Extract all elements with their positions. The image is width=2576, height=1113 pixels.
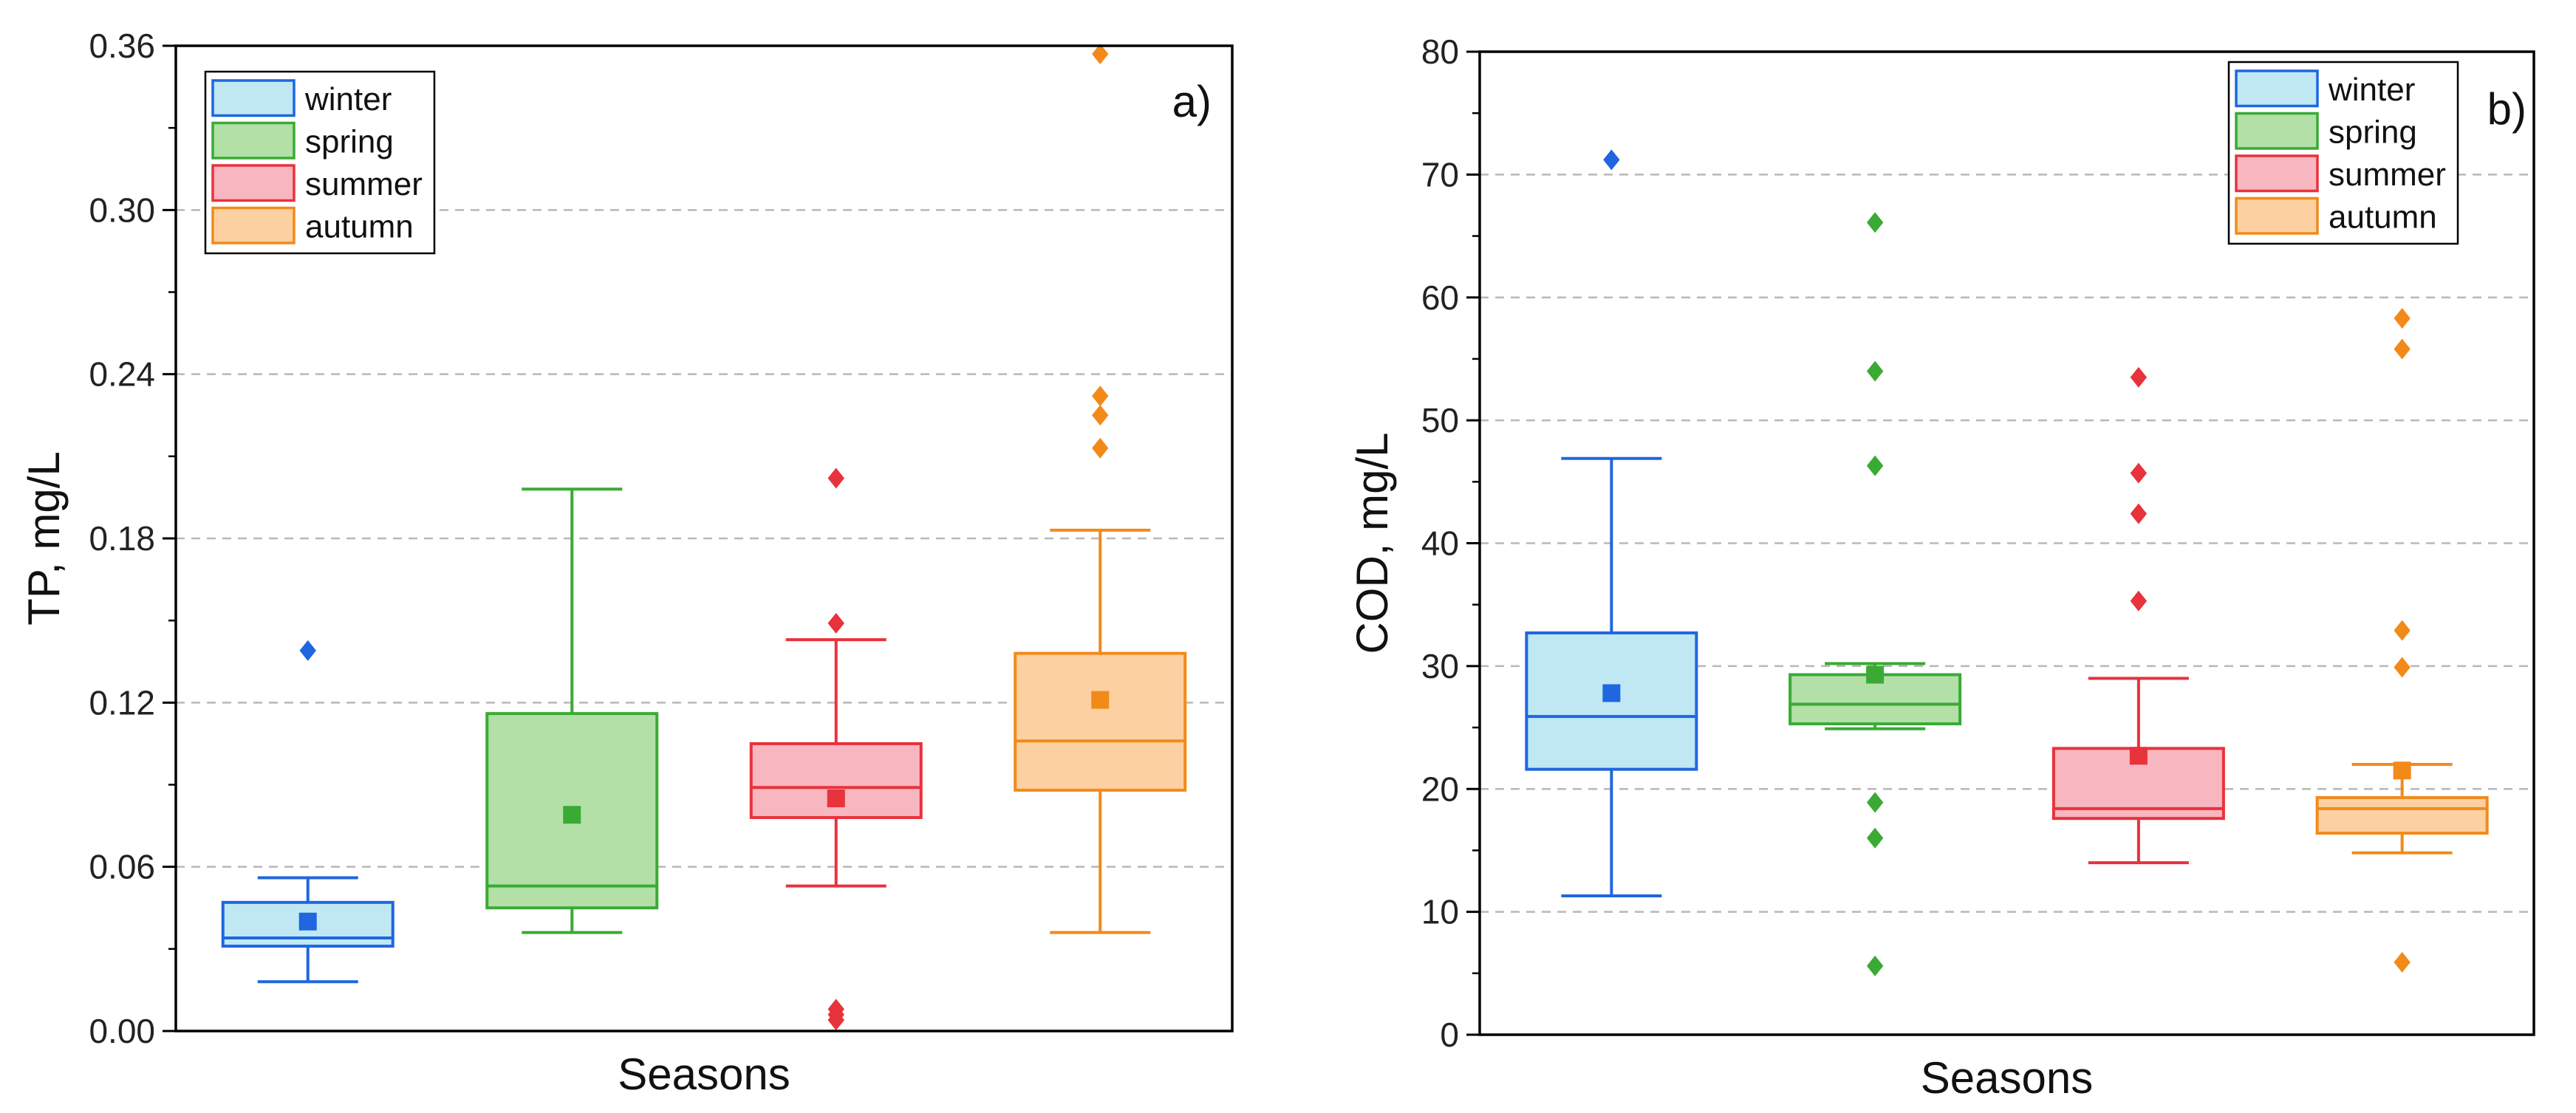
y-tick-label: 0.06 bbox=[89, 848, 155, 886]
outlier-point bbox=[2394, 657, 2411, 678]
legend: winter spring summer autumn bbox=[2227, 61, 2459, 245]
legend-label-winter: winter bbox=[2328, 72, 2415, 108]
y-tick-label: 40 bbox=[1421, 524, 1459, 563]
y-tick-label: 0.00 bbox=[89, 1012, 155, 1050]
outlier-point bbox=[2130, 590, 2148, 612]
mean-marker bbox=[298, 912, 317, 931]
y-axis-title: COD, mg/L bbox=[1347, 432, 1397, 654]
legend-swatch-winter bbox=[2235, 69, 2319, 108]
outlier-point bbox=[1866, 212, 1884, 233]
legend: winter spring summer autumn bbox=[204, 70, 436, 255]
y-tick-label: 10 bbox=[1421, 893, 1459, 931]
y-tick-label: 50 bbox=[1421, 401, 1459, 439]
outlier-point bbox=[2394, 620, 2411, 641]
box-spring bbox=[485, 487, 659, 934]
legend-label-autumn: autumn bbox=[305, 208, 414, 244]
x-axis-title: Seasons bbox=[618, 1049, 790, 1099]
panel-b-cod-chart: 0 10 20 30 40 50 60 70 80 Seasons COD, mg/L b) winte… bbox=[1347, 32, 2535, 1103]
iqr-box bbox=[2315, 795, 2489, 835]
mean-marker bbox=[1091, 691, 1110, 709]
outlier-point bbox=[2130, 503, 2148, 524]
outlier-point bbox=[1866, 360, 1884, 382]
y-tick-label: 70 bbox=[1421, 155, 1459, 194]
box-winter bbox=[1525, 149, 1698, 897]
outlier-point bbox=[2394, 308, 2411, 329]
outlier-point bbox=[2394, 338, 2411, 360]
box-summer bbox=[749, 468, 923, 1031]
outlier-point bbox=[2130, 366, 2148, 388]
box-winter bbox=[221, 640, 394, 984]
y-tick-label: 0 bbox=[1440, 1016, 1459, 1054]
box-summer bbox=[2051, 366, 2225, 865]
y-tick-label: 30 bbox=[1421, 647, 1459, 685]
y-tick-label: 60 bbox=[1421, 278, 1459, 317]
legend-swatch-spring bbox=[211, 121, 295, 160]
legend-swatch-autumn bbox=[211, 206, 295, 244]
mean-marker bbox=[2393, 761, 2411, 780]
legend-label-spring: spring bbox=[2329, 114, 2417, 150]
panel-label: a) bbox=[1172, 77, 1212, 126]
legend-swatch-spring bbox=[2235, 112, 2319, 150]
outlier-point bbox=[1092, 437, 1109, 459]
outlier-point bbox=[299, 640, 316, 661]
box-autumn bbox=[1014, 44, 1187, 934]
outlier-point bbox=[1092, 405, 1109, 426]
outlier-point bbox=[1866, 827, 1884, 849]
x-axis-title: Seasons bbox=[1921, 1053, 2094, 1103]
legend-label-summer: summer bbox=[305, 166, 423, 202]
box-autumn bbox=[2315, 308, 2489, 973]
legend-label-spring: spring bbox=[305, 123, 394, 160]
y-axis-title: TP, mg/L bbox=[19, 451, 69, 626]
panel-a-tp-chart: 0.00 0.06 0.12 0.18 0.24 0.30 0.36 Seasons TP, m… bbox=[19, 27, 1234, 1099]
outlier-point bbox=[827, 612, 844, 634]
y-tick-label: 20 bbox=[1421, 770, 1459, 808]
outlier-point bbox=[1866, 792, 1884, 813]
y-tick-label: 0.24 bbox=[89, 355, 155, 394]
outlier-point bbox=[1092, 386, 1109, 407]
outlier-point bbox=[1866, 955, 1884, 976]
panel-label: b) bbox=[2487, 84, 2527, 134]
outlier-point bbox=[1603, 149, 1620, 171]
outlier-point bbox=[827, 1010, 844, 1031]
legend-swatch-summer bbox=[211, 164, 295, 202]
legend-swatch-autumn bbox=[2235, 196, 2319, 235]
legend-swatch-winter bbox=[211, 79, 295, 117]
outlier-point bbox=[2394, 951, 2411, 973]
outlier-point bbox=[1866, 455, 1884, 476]
mean-marker bbox=[1602, 684, 1621, 702]
y-tick-label: 0.36 bbox=[89, 27, 155, 65]
plot-frame bbox=[174, 44, 1234, 1032]
mean-marker bbox=[827, 790, 845, 808]
outlier-point bbox=[2130, 462, 2148, 484]
legend-label-autumn: autumn bbox=[2329, 199, 2437, 235]
y-tick-label: 80 bbox=[1421, 32, 1459, 71]
mean-marker bbox=[1866, 665, 1885, 684]
legend-swatch-summer bbox=[2235, 154, 2319, 193]
legend-label-summer: summer bbox=[2329, 157, 2446, 193]
outlier-point bbox=[827, 468, 844, 489]
y-tick-label: 0.18 bbox=[89, 519, 155, 558]
outlier-point bbox=[1092, 44, 1109, 65]
legend-label-winter: winter bbox=[304, 81, 392, 117]
box-spring bbox=[1788, 212, 1962, 976]
plot-frame bbox=[1478, 50, 2535, 1036]
y-tick-label: 0.12 bbox=[89, 683, 155, 722]
mean-marker bbox=[2129, 747, 2148, 765]
mean-marker bbox=[563, 806, 581, 824]
iqr-box bbox=[1014, 651, 1187, 792]
y-tick-label: 0.30 bbox=[89, 191, 155, 229]
